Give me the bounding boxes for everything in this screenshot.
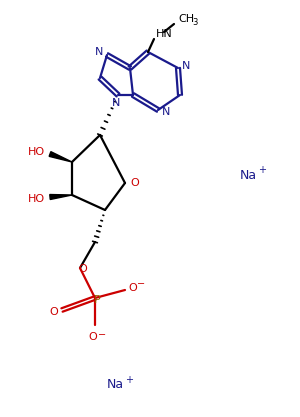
Text: Na: Na [239, 168, 256, 181]
Text: O: O [129, 283, 137, 293]
Text: N: N [95, 47, 103, 57]
Text: N: N [112, 98, 120, 108]
Text: CH: CH [178, 14, 194, 24]
Text: O: O [88, 332, 98, 342]
Polygon shape [49, 152, 72, 162]
Text: P: P [94, 295, 100, 305]
Text: HO: HO [27, 147, 45, 157]
Text: O: O [79, 264, 87, 274]
Text: Na: Na [106, 379, 124, 392]
Text: N: N [162, 107, 170, 117]
Text: O: O [130, 178, 140, 188]
Text: HO: HO [27, 194, 45, 204]
Text: +: + [125, 375, 133, 385]
Text: O: O [50, 307, 58, 317]
Text: −: − [137, 279, 145, 289]
Text: +: + [258, 165, 266, 175]
Text: 3: 3 [192, 18, 198, 27]
Text: HN: HN [156, 29, 173, 39]
Text: N: N [182, 61, 190, 71]
Text: −: − [98, 330, 106, 340]
Polygon shape [50, 194, 72, 199]
